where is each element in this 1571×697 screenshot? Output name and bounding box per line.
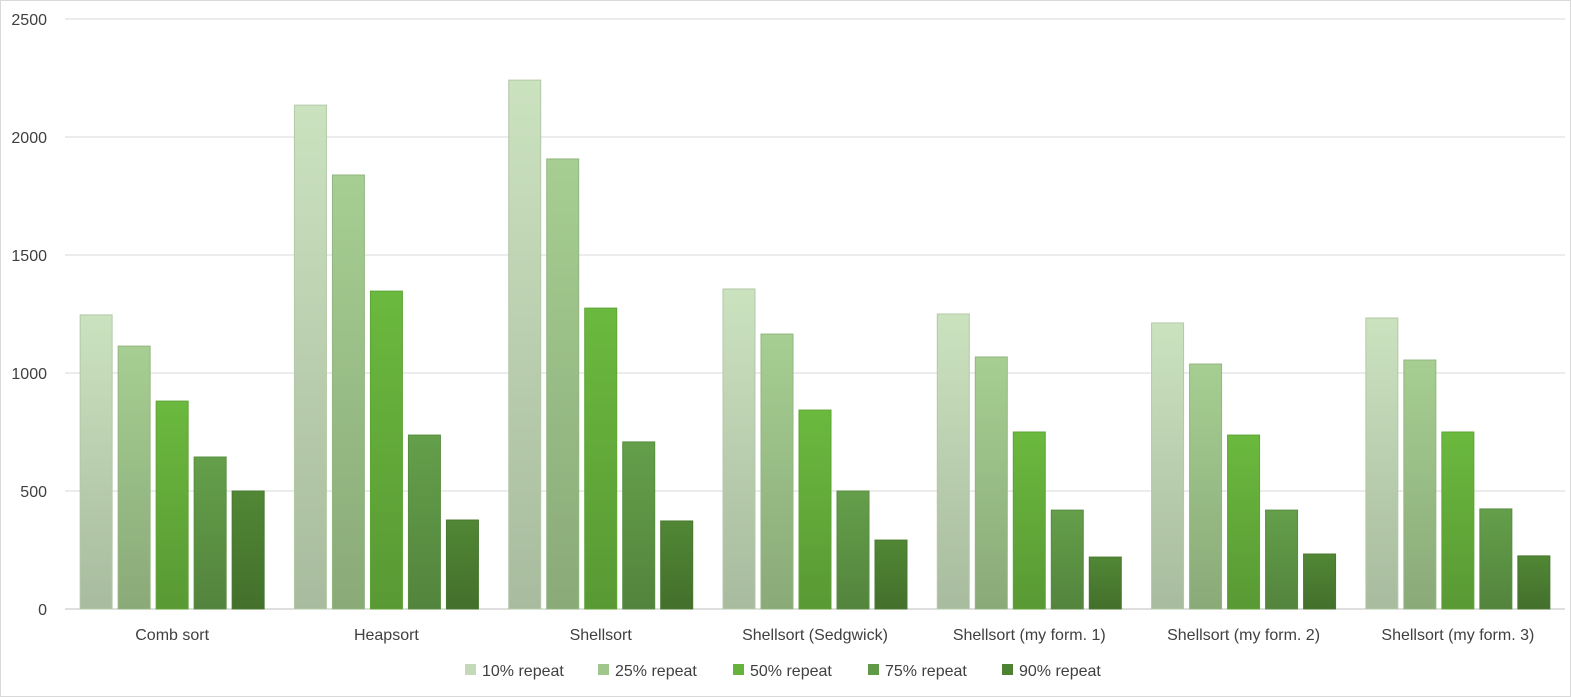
y-tick-label: 2000 [11, 130, 47, 147]
bar-50-repeat [1012, 431, 1046, 610]
legend-swatch [868, 664, 879, 675]
y-axis-ticks: 0 500 1000 1500 2000 2500 [11, 12, 47, 619]
y-tick-label: 0 [38, 602, 47, 619]
legend-swatch [1002, 664, 1013, 675]
bar-50-repeat [369, 290, 403, 610]
x-tick-label: Shellsort [570, 627, 633, 644]
bar-90-repeat [874, 539, 908, 610]
legend: 10% repeat 25% repeat 50% repeat 75% repeat… [465, 663, 1101, 680]
bar-25-repeat [546, 158, 580, 610]
legend-label: 50% repeat [750, 663, 832, 680]
legend-swatch [733, 664, 744, 675]
legend-swatch [465, 664, 476, 675]
bar-75-repeat [622, 441, 656, 610]
y-tick-label: 1500 [11, 248, 47, 265]
bar-90-repeat [660, 520, 694, 610]
bar-25-repeat [117, 345, 151, 610]
bar-25-repeat [1403, 359, 1437, 610]
bar-75-repeat [836, 490, 870, 610]
bar-10-repeat [508, 79, 542, 610]
x-tick-label: Comb sort [135, 627, 209, 644]
x-axis-labels: Comb sort Heapsort Shellsort Shellsort (Sed… [135, 627, 1534, 644]
legend-label: 90% repeat [1019, 663, 1101, 680]
bar-75-repeat [1050, 509, 1084, 610]
legend-label: 25% repeat [615, 663, 697, 680]
bar-90-repeat [1303, 553, 1337, 610]
x-tick-label: Shellsort (Sedgwick) [742, 627, 888, 644]
x-tick-label: Shellsort (my form. 1) [953, 627, 1106, 644]
bar-75-repeat [1479, 508, 1513, 610]
bar-50-repeat [798, 409, 832, 610]
bar-10-repeat [936, 313, 970, 610]
bar-10-repeat [1151, 322, 1185, 610]
y-tick-label: 500 [20, 484, 47, 501]
bar-10-repeat [722, 288, 756, 610]
bar-25-repeat [974, 356, 1008, 610]
y-tick-label: 2500 [11, 12, 47, 29]
bar-50-repeat [1441, 431, 1475, 610]
x-tick-label: Shellsort (my form. 2) [1167, 627, 1320, 644]
bar-90-repeat [445, 519, 479, 610]
bar-90-repeat [1088, 556, 1122, 610]
x-tick-label: Heapsort [354, 627, 419, 644]
bar-75-repeat [407, 434, 441, 610]
bar-50-repeat [1227, 434, 1261, 610]
x-tick-label: Shellsort (my form. 3) [1381, 627, 1534, 644]
bar-10-repeat [79, 314, 113, 610]
bar-50-repeat [155, 400, 189, 610]
bar-25-repeat [331, 174, 365, 610]
bar-90-repeat [231, 490, 265, 610]
y-tick-label: 1000 [11, 366, 47, 383]
bar-50-repeat [584, 307, 618, 610]
legend-label: 10% repeat [482, 663, 564, 680]
bars [79, 79, 1551, 610]
bar-10-repeat [293, 104, 327, 610]
bar-10-repeat [1365, 317, 1399, 610]
legend-swatch [598, 664, 609, 675]
legend-label: 75% repeat [885, 663, 967, 680]
bar-25-repeat [760, 333, 794, 610]
bar-75-repeat [193, 456, 227, 610]
bar-90-repeat [1517, 555, 1551, 610]
bar-25-repeat [1189, 363, 1223, 610]
bar-75-repeat [1265, 509, 1299, 610]
